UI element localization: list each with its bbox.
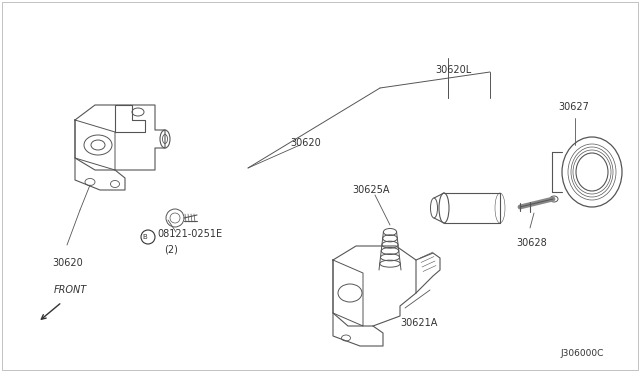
Text: 30627: 30627 <box>558 102 589 112</box>
Text: (2): (2) <box>164 245 178 255</box>
Text: 08121-0251E: 08121-0251E <box>157 229 222 239</box>
Text: 30620: 30620 <box>290 138 321 148</box>
Text: 30625A: 30625A <box>352 185 390 195</box>
Text: J306000C: J306000C <box>560 349 604 358</box>
Text: B: B <box>143 234 147 240</box>
Text: 30621A: 30621A <box>400 318 437 328</box>
Text: 30620: 30620 <box>52 258 83 268</box>
Text: 30620L: 30620L <box>435 65 471 75</box>
Text: 30628: 30628 <box>516 238 547 248</box>
Text: FRONT: FRONT <box>54 285 87 295</box>
